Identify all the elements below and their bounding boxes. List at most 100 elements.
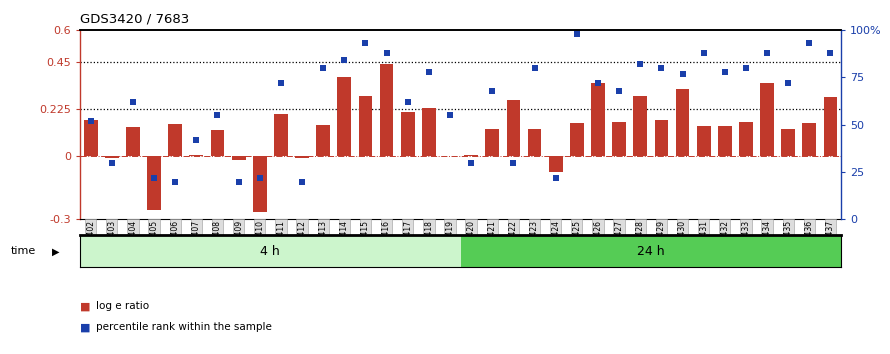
Bar [528, 129, 541, 156]
Point [570, 31, 584, 37]
Text: ■: ■ [80, 301, 91, 311]
Bar [739, 122, 753, 156]
Point [717, 69, 732, 75]
Point [105, 160, 119, 166]
Text: GSM182419: GSM182419 [446, 220, 455, 266]
Bar [485, 129, 499, 156]
Bar [147, 156, 161, 210]
Text: GSM182415: GSM182415 [361, 220, 370, 266]
Text: GSM182426: GSM182426 [594, 220, 603, 266]
Text: GSM182406: GSM182406 [171, 220, 180, 266]
Bar [231, 156, 246, 160]
Bar [253, 156, 267, 212]
Text: GSM182403: GSM182403 [108, 220, 117, 266]
Text: GSM182420: GSM182420 [466, 220, 475, 266]
Text: GSM182405: GSM182405 [150, 220, 158, 266]
Text: GSM182422: GSM182422 [509, 220, 518, 266]
Point [422, 69, 436, 75]
Point [190, 137, 204, 143]
Text: ■: ■ [80, 322, 91, 332]
Point [612, 88, 627, 93]
Point [485, 88, 499, 93]
Bar [654, 120, 668, 156]
Point [337, 58, 352, 63]
Point [359, 40, 373, 46]
Bar [211, 130, 224, 156]
Text: time: time [11, 246, 36, 256]
Bar [570, 123, 584, 156]
Text: GSM182429: GSM182429 [657, 220, 666, 266]
Point [781, 80, 796, 86]
Bar [400, 112, 415, 156]
Bar [506, 99, 521, 156]
Point [654, 65, 668, 71]
Bar [465, 155, 478, 156]
Point [379, 50, 393, 56]
Text: ▶: ▶ [52, 246, 59, 256]
Point [697, 50, 711, 56]
Bar [461, 235, 841, 267]
Point [274, 80, 288, 86]
Text: GSM182432: GSM182432 [720, 220, 729, 266]
Text: GSM182430: GSM182430 [678, 220, 687, 266]
Bar [105, 156, 118, 159]
Point [823, 50, 837, 56]
Point [253, 175, 267, 181]
Bar [316, 125, 330, 156]
Point [464, 160, 478, 166]
Bar [422, 108, 436, 156]
Bar [549, 156, 562, 172]
Text: GSM182435: GSM182435 [784, 220, 793, 266]
Text: 4 h: 4 h [261, 245, 280, 258]
Text: GSM182411: GSM182411 [277, 220, 286, 266]
Bar [126, 127, 140, 156]
Point [400, 99, 415, 105]
Bar [781, 129, 795, 156]
Point [760, 50, 774, 56]
Point [528, 65, 542, 71]
Text: GSM182404: GSM182404 [128, 220, 137, 266]
Bar [168, 124, 182, 156]
Point [147, 175, 161, 181]
Point [802, 40, 816, 46]
Point [443, 113, 457, 118]
Bar [823, 97, 837, 156]
Text: GSM182421: GSM182421 [488, 220, 497, 266]
Point [591, 80, 605, 86]
Point [633, 61, 647, 67]
Bar [676, 89, 690, 156]
Text: GSM182402: GSM182402 [86, 220, 95, 266]
Point [316, 65, 330, 71]
Text: GSM182407: GSM182407 [192, 220, 201, 266]
Text: GSM182431: GSM182431 [700, 220, 708, 266]
Bar [295, 156, 309, 159]
Text: GSM182414: GSM182414 [340, 220, 349, 266]
Text: GSM182408: GSM182408 [213, 220, 222, 266]
Text: GSM182423: GSM182423 [530, 220, 539, 266]
Bar [718, 126, 732, 156]
Text: log e ratio: log e ratio [96, 301, 150, 311]
Text: GDS3420 / 7683: GDS3420 / 7683 [80, 12, 190, 25]
Point [84, 118, 98, 124]
Bar [80, 235, 461, 267]
Bar [337, 78, 352, 156]
Text: GSM182410: GSM182410 [255, 220, 264, 266]
Bar [359, 96, 372, 156]
Text: GSM182425: GSM182425 [572, 220, 581, 266]
Text: GSM182427: GSM182427 [615, 220, 624, 266]
Point [295, 179, 309, 184]
Bar [380, 64, 393, 156]
Text: GSM182413: GSM182413 [319, 220, 328, 266]
Point [210, 113, 224, 118]
Text: GSM182437: GSM182437 [826, 220, 835, 266]
Bar [697, 126, 710, 156]
Bar [190, 155, 203, 156]
Text: GSM182412: GSM182412 [297, 220, 306, 266]
Point [739, 65, 753, 71]
Point [125, 99, 140, 105]
Text: GSM182424: GSM182424 [551, 220, 560, 266]
Point [506, 160, 521, 166]
Text: GSM182417: GSM182417 [403, 220, 412, 266]
Point [676, 71, 690, 76]
Point [548, 175, 562, 181]
